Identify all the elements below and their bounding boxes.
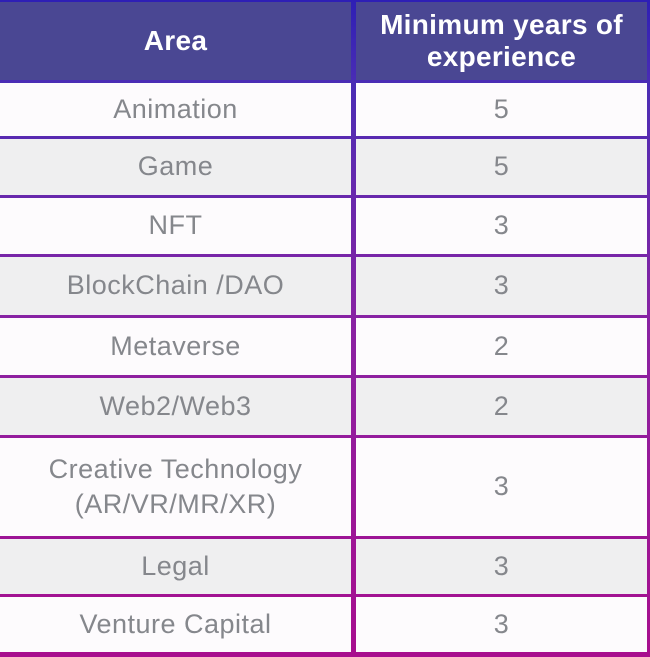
table-cell-area: NFT — [0, 198, 351, 254]
table-cell-years: 3 — [356, 438, 647, 536]
table-cell-years: 5 — [356, 83, 647, 136]
table-cell-area: Web2/Web3 — [0, 378, 351, 435]
table-cell-years: 2 — [356, 378, 647, 435]
table-cell-area: Legal — [0, 539, 351, 594]
table-cell-area: Animation — [0, 83, 351, 136]
table-cell-years: 5 — [356, 139, 647, 195]
table-cell-area: Metaverse — [0, 318, 351, 375]
table-cell-area: Game — [0, 139, 351, 195]
table-cell-years: 3 — [356, 597, 647, 652]
table-cell-area: Venture Capital — [0, 597, 351, 652]
table-cell-years: 3 — [356, 198, 647, 254]
column-header-area: Area — [0, 2, 351, 80]
table-cell-years: 3 — [356, 539, 647, 594]
column-header-min-years: Minimum years of experience — [356, 2, 647, 80]
table-cell-years: 3 — [356, 257, 647, 315]
table-cell-area: BlockChain /DAO — [0, 257, 351, 315]
table-cell-area: Creative Technology (AR/VR/MR/XR) — [0, 438, 351, 536]
table-cell-years: 2 — [356, 318, 647, 375]
